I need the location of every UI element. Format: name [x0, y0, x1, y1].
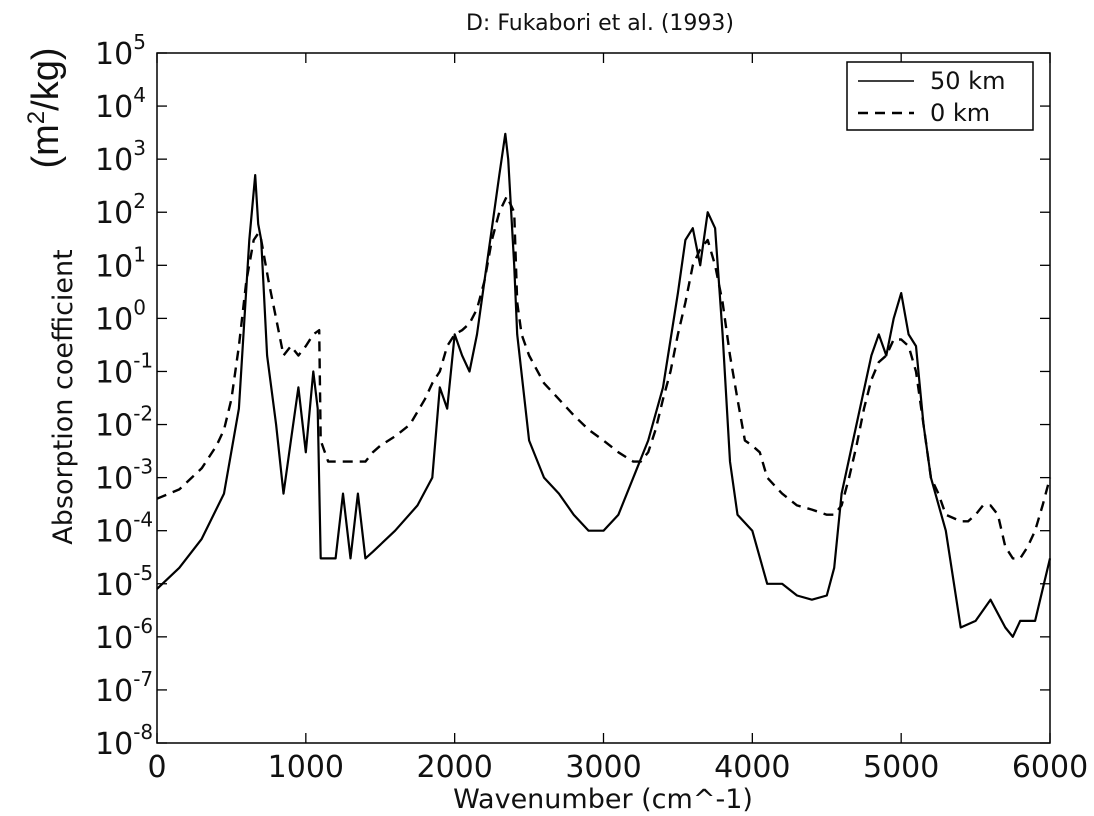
- legend-box: [846, 61, 1034, 131]
- legend: 50 km 0 km: [846, 61, 1034, 131]
- x-tick-label: 2000: [416, 750, 492, 785]
- y-tick-label: 10-2: [95, 402, 153, 444]
- chart-title: D: Fukabori et al. (1993): [466, 11, 734, 36]
- y-axis-units: (m2/kg): [23, 47, 67, 168]
- legend-label-0km: 0 km: [930, 99, 990, 127]
- y-axis-label: Absorption coefficient: [48, 249, 79, 544]
- x-tick-label: 6000: [1012, 750, 1088, 785]
- axis-ticks: 0 1000 2000 3000 4000 5000 6000105104103102101…: [95, 30, 1088, 785]
- x-tick-label: 1000: [268, 750, 344, 785]
- x-tick-label: 0: [147, 750, 166, 785]
- x-tick-label: 4000: [714, 750, 790, 785]
- series-lines: [156, 132, 1052, 638]
- series-line-0km: [156, 195, 1052, 560]
- x-axis-label: Wavenumber (cm^-1): [453, 784, 753, 815]
- legend-label-50km: 50 km: [930, 67, 1005, 95]
- series-line-50km: [156, 132, 1052, 638]
- x-tick-label: 3000: [565, 750, 641, 785]
- x-tick-label: 5000: [863, 750, 939, 785]
